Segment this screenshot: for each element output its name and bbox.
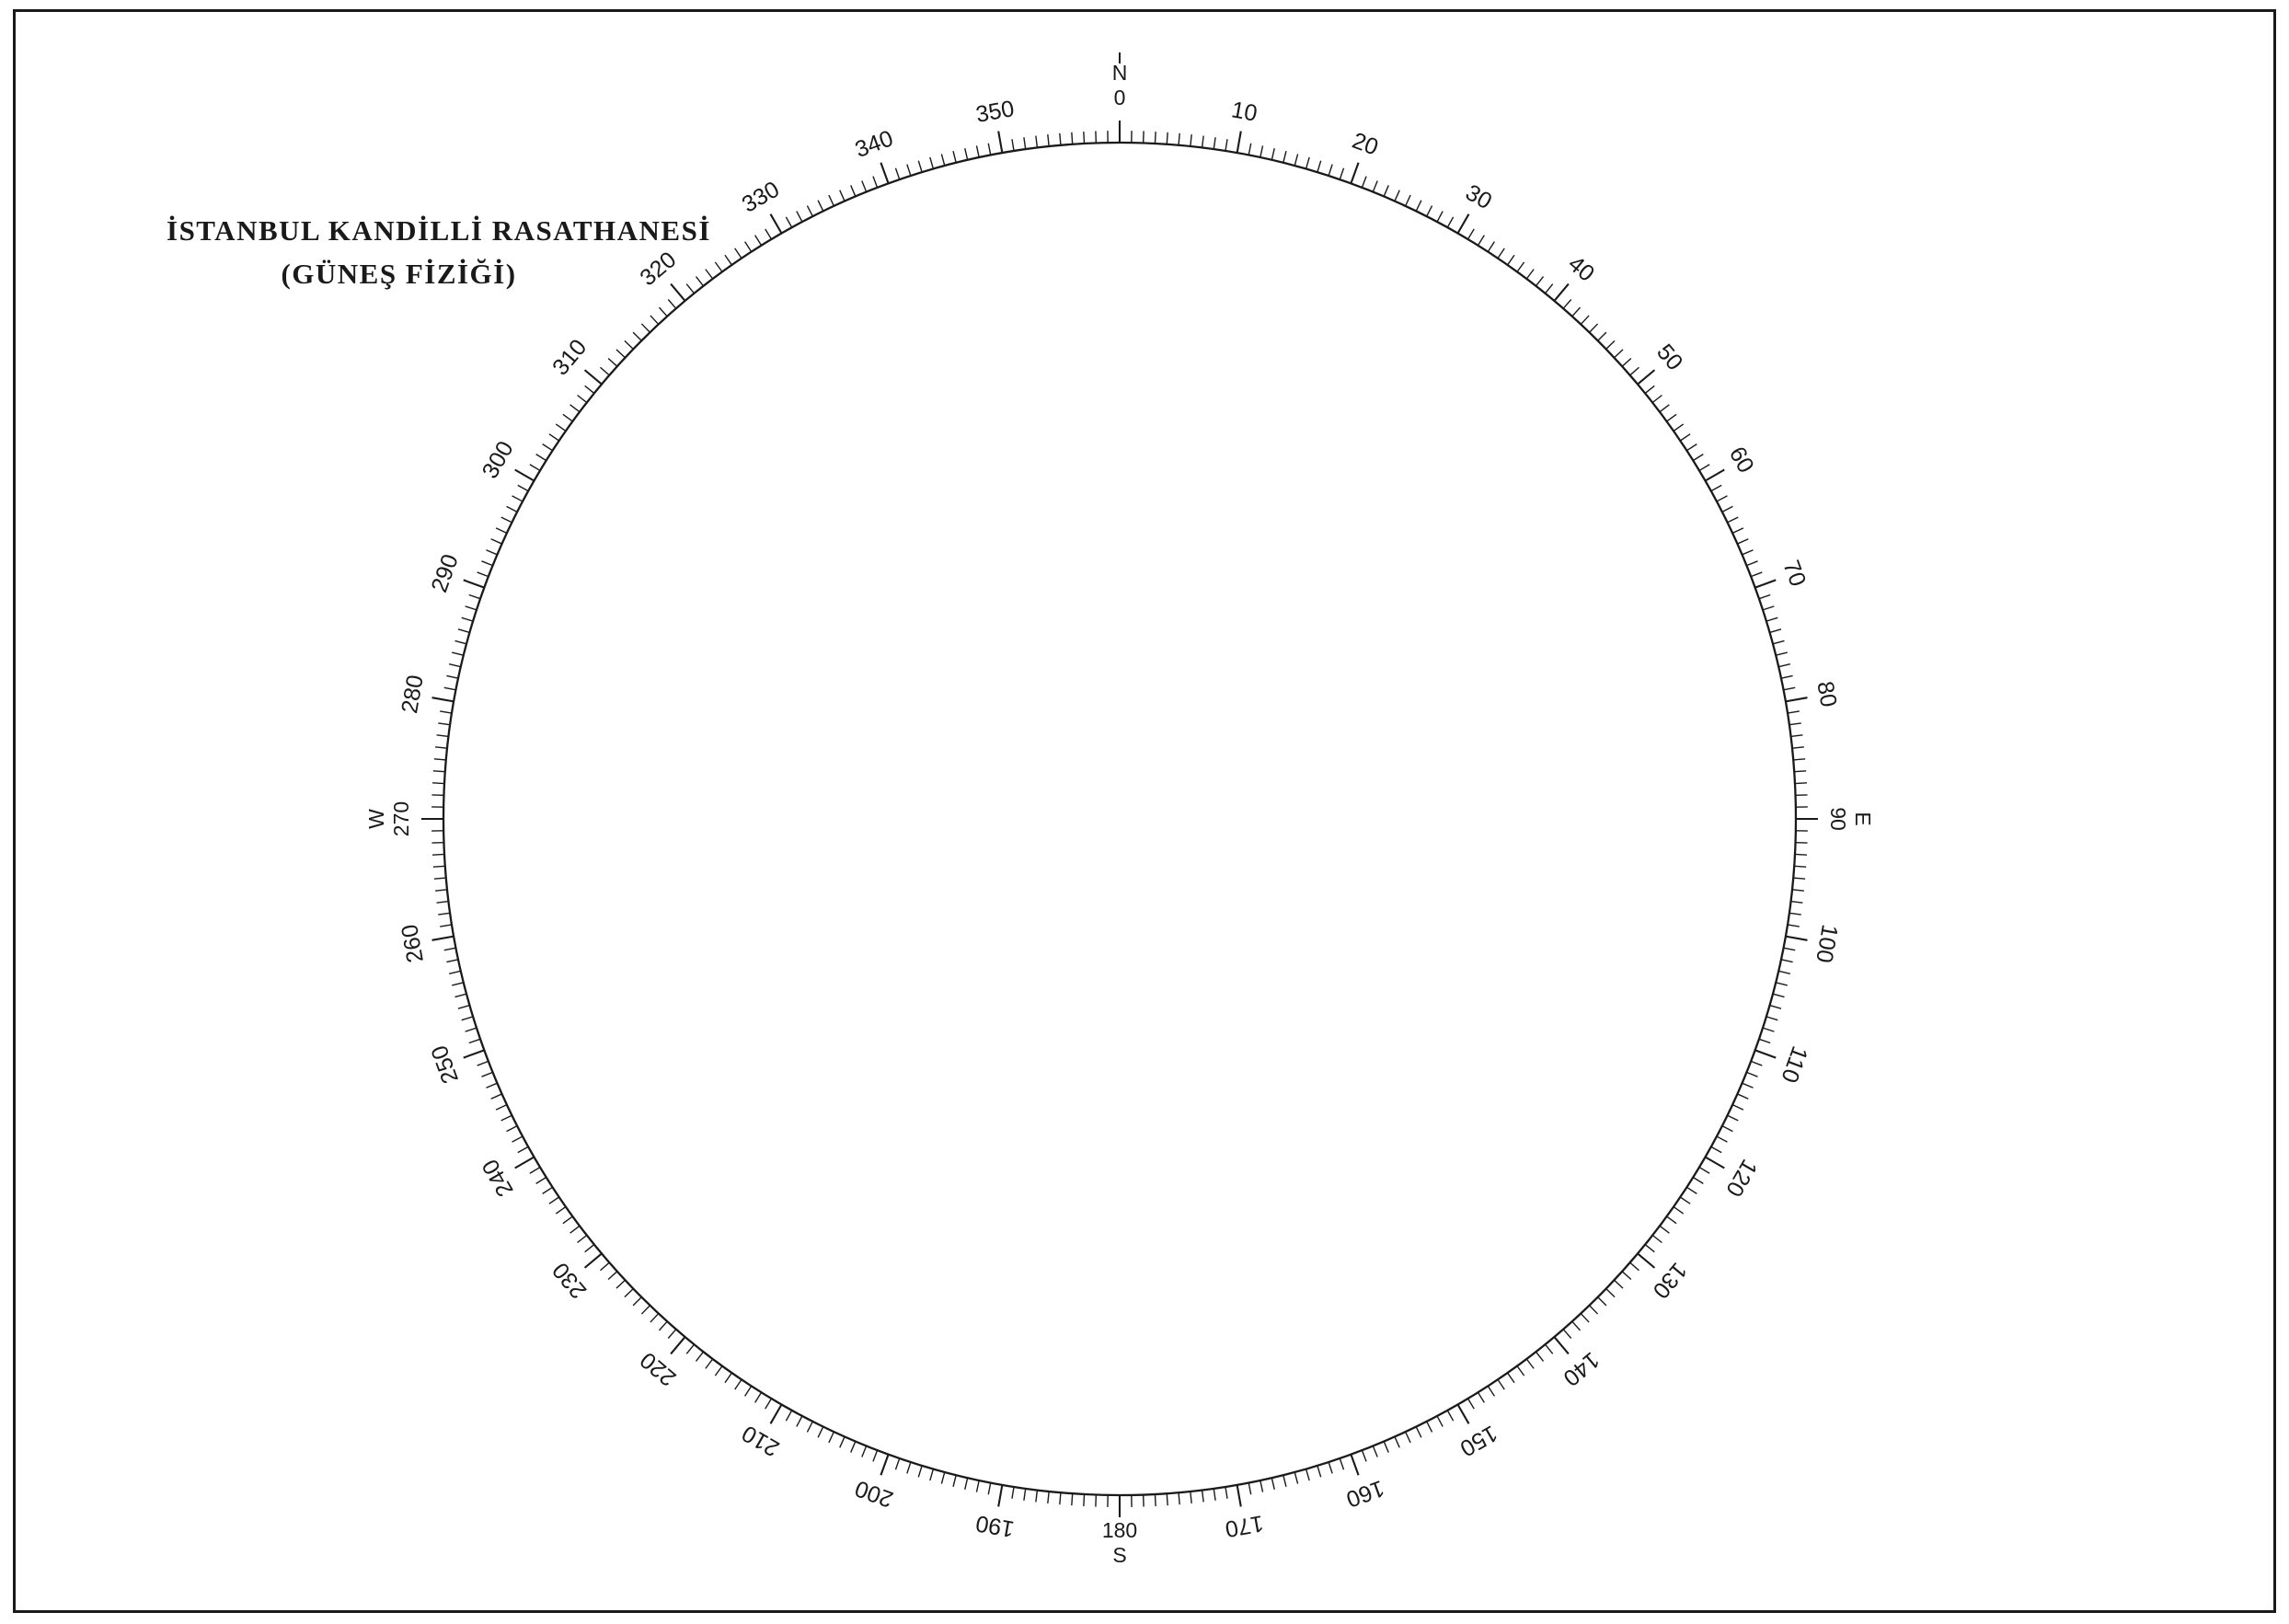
svg-text:S: S xyxy=(1112,1543,1126,1567)
svg-text:10: 10 xyxy=(1229,97,1259,126)
svg-text:150: 150 xyxy=(1455,1420,1501,1461)
svg-text:N: N xyxy=(1112,61,1128,85)
svg-text:0: 0 xyxy=(1114,86,1126,109)
svg-text:100: 100 xyxy=(1811,923,1843,965)
svg-text:340: 340 xyxy=(852,125,897,163)
svg-text:250: 250 xyxy=(426,1042,464,1088)
svg-text:180: 180 xyxy=(1102,1518,1137,1542)
svg-text:350: 350 xyxy=(974,96,1017,128)
svg-text:30: 30 xyxy=(1461,179,1496,214)
svg-text:90: 90 xyxy=(1826,807,1850,831)
svg-text:E: E xyxy=(1851,812,1875,825)
svg-text:300: 300 xyxy=(477,437,519,483)
svg-text:320: 320 xyxy=(635,247,681,291)
svg-text:20: 20 xyxy=(1349,128,1382,161)
svg-text:270: 270 xyxy=(389,801,413,836)
svg-text:70: 70 xyxy=(1777,557,1811,590)
svg-text:310: 310 xyxy=(547,334,592,380)
svg-text:190: 190 xyxy=(974,1510,1017,1542)
svg-text:40: 40 xyxy=(1563,251,1599,287)
svg-text:200: 200 xyxy=(852,1475,897,1513)
svg-text:130: 130 xyxy=(1648,1258,1692,1304)
svg-text:110: 110 xyxy=(1776,1042,1812,1086)
svg-text:160: 160 xyxy=(1343,1475,1388,1513)
svg-text:210: 210 xyxy=(738,1420,784,1461)
svg-text:120: 120 xyxy=(1720,1155,1762,1201)
svg-text:80: 80 xyxy=(1812,679,1841,708)
svg-text:60: 60 xyxy=(1724,443,1759,478)
svg-text:50: 50 xyxy=(1651,340,1687,375)
svg-text:330: 330 xyxy=(738,177,784,218)
svg-text:220: 220 xyxy=(635,1347,681,1391)
svg-text:260: 260 xyxy=(397,923,429,965)
svg-text:W: W xyxy=(364,809,388,829)
svg-text:240: 240 xyxy=(477,1155,519,1201)
svg-text:290: 290 xyxy=(426,551,464,596)
svg-text:280: 280 xyxy=(397,674,429,716)
svg-text:230: 230 xyxy=(547,1258,592,1304)
svg-text:140: 140 xyxy=(1559,1347,1605,1391)
svg-text:170: 170 xyxy=(1224,1510,1266,1542)
